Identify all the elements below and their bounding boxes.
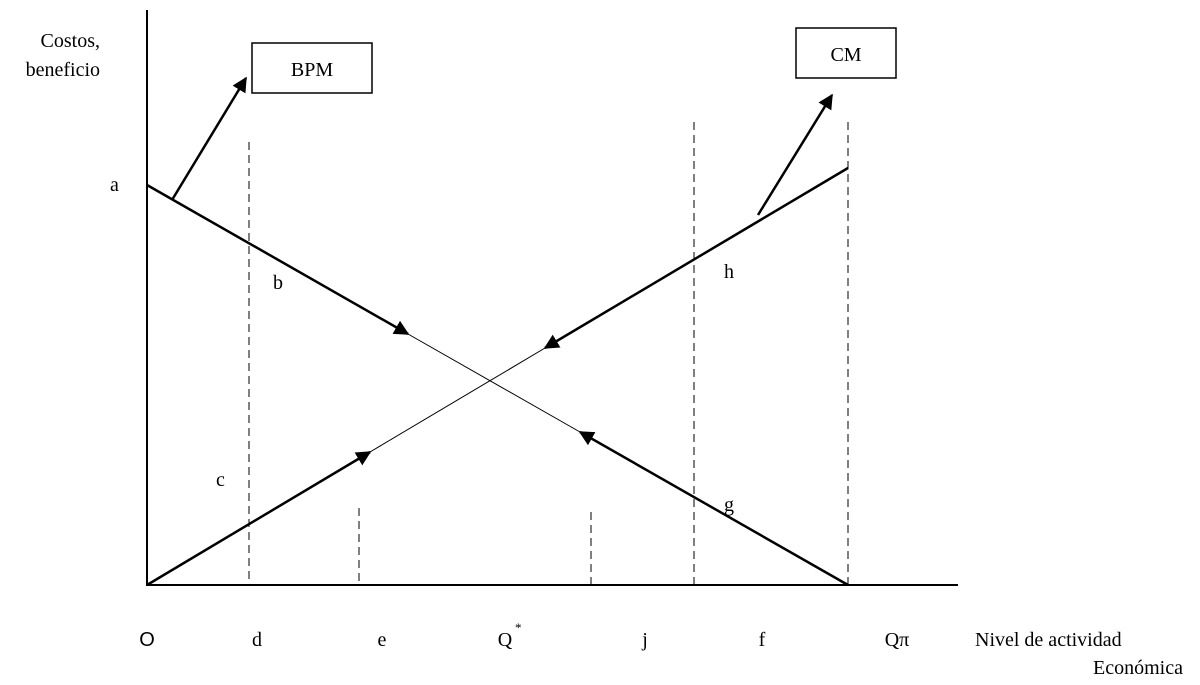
x-label: O (139, 629, 155, 651)
x-label: e (378, 629, 387, 651)
point-label: c (216, 469, 225, 491)
cm-box (795, 27, 897, 79)
point-label: a (110, 174, 119, 196)
cm-pointer (756, 93, 834, 216)
cm-line (146, 450, 372, 587)
bpm-box (251, 42, 373, 94)
bpm-pointer (170, 76, 248, 201)
bpm-line (578, 430, 849, 587)
cm-line (543, 166, 849, 350)
x-label-sup: * (515, 620, 522, 635)
point-label: g (724, 494, 734, 516)
bpm-line (407, 333, 581, 433)
x-label: Qπ (885, 629, 910, 651)
x-label: j (641, 629, 648, 651)
y-axis-label: Costos, (41, 30, 100, 52)
point-label: b (273, 272, 283, 294)
x-label: f (759, 629, 766, 651)
x-label: d (252, 629, 262, 651)
x-label: Q (498, 629, 513, 651)
bpm-line (146, 183, 410, 336)
x-axis-label: Nivel de actividad (975, 629, 1122, 651)
bpm-label: BPM (291, 59, 333, 81)
x-axis-label: Económica (1093, 657, 1183, 679)
y-axis-label: beneficio (26, 59, 100, 81)
cm-label: CM (830, 44, 861, 66)
cm-line (369, 347, 546, 453)
point-label: h (724, 261, 734, 283)
